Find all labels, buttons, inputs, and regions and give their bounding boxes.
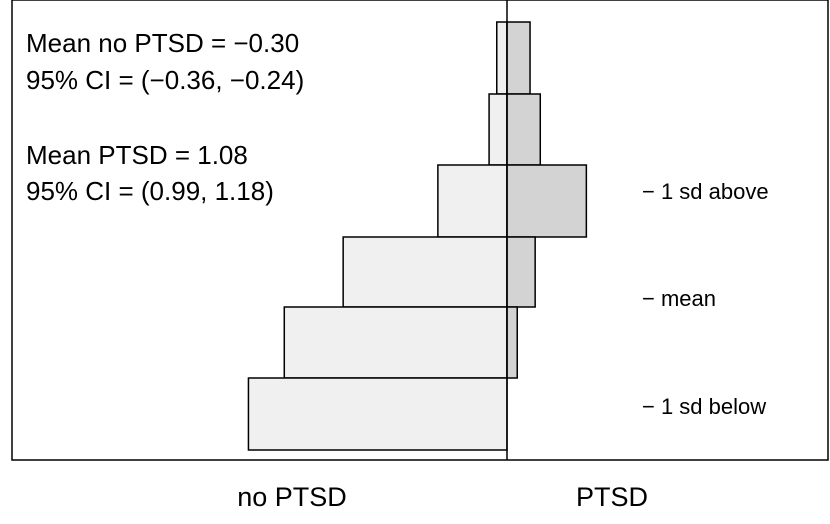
no-ptsd-bar-6 [247, 377, 508, 451]
no-ptsd-bar-1 [496, 21, 508, 95]
ptsd-bar-5 [506, 306, 518, 379]
no-ptsd-bars [247, 21, 508, 451]
no-ptsd-bar-2 [488, 93, 508, 166]
ptsd-bars [506, 21, 588, 379]
label-1sd-below: − 1 sd below [642, 394, 766, 419]
annotation-mean-ptsd: Mean PTSD = 1.08 [26, 140, 248, 170]
annotation-ci-no-ptsd: 95% CI = (−0.36, −0.24) [26, 65, 304, 95]
no-ptsd-bar-5 [283, 306, 508, 379]
annotation-ci-ptsd: 95% CI = (0.99, 1.18) [26, 176, 274, 206]
ptsd-bar-3 [506, 164, 588, 238]
category-label-ptsd: PTSD [576, 482, 648, 512]
annotation-mean-no-ptsd: Mean no PTSD = −0.30 [26, 28, 299, 58]
label-mean: − mean [642, 286, 716, 311]
ptsd-bar-4 [506, 236, 536, 308]
ptsd-bar-1 [506, 21, 531, 95]
no-ptsd-bar-3 [437, 164, 508, 238]
category-label-no-ptsd: no PTSD [237, 482, 347, 512]
no-ptsd-bar-4 [342, 236, 508, 308]
label-1sd-above: − 1 sd above [642, 179, 769, 204]
ptsd-bar-2 [506, 93, 542, 166]
